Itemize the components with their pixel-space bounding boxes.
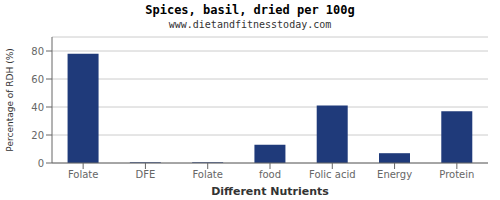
svg-text:40: 40 <box>31 102 44 113</box>
html-text:Spices, basil, dried per 100g: Spices, basil, dried per 100g <box>145 3 355 17</box>
svg-text:80: 80 <box>31 46 44 57</box>
svg-text:Folate: Folate <box>68 169 99 180</box>
svg-text:Different Nutrients: Different Nutrients <box>211 185 329 197</box>
svg-text:Protein: Protein <box>439 169 474 180</box>
svg-text:Folic acid: Folic acid <box>309 169 356 180</box>
html-text:www.dietandfitnesstoday.com: www.dietandfitnesstoday.com <box>168 19 332 30</box>
svg-text:Percentage of RDH (%): Percentage of RDH (%) <box>8 48 15 151</box>
svg-text:food: food <box>259 169 281 180</box>
svg-text:20: 20 <box>31 130 44 141</box>
svg-text:DFE: DFE <box>136 169 156 180</box>
svg-text:60: 60 <box>31 74 44 85</box>
svg-text:Folate: Folate <box>192 169 223 180</box>
svg-text:0: 0 <box>38 158 44 169</box>
svg-text:Energy: Energy <box>377 169 412 180</box>
